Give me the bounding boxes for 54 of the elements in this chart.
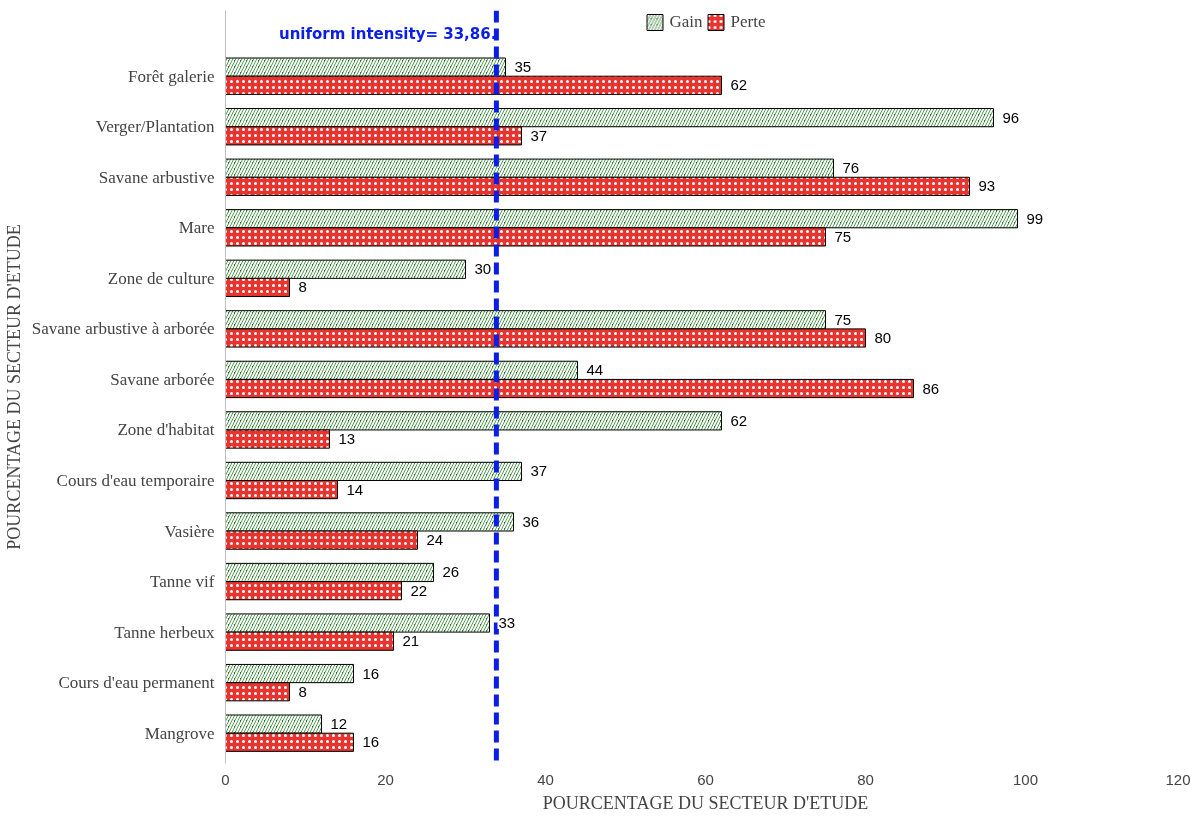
x-tick-label: 20 bbox=[377, 770, 394, 788]
data-label: 33 bbox=[498, 614, 516, 632]
data-label: 26 bbox=[442, 563, 460, 581]
data-label: 13 bbox=[338, 430, 356, 448]
y-tick-label: Savane arborée bbox=[110, 369, 215, 389]
data-label: 30 bbox=[474, 260, 492, 278]
data-label: 8 bbox=[298, 682, 307, 700]
ref-line-label: uniform intensity= 33,86. bbox=[279, 25, 497, 44]
y-tick-label: Mangrove bbox=[144, 723, 215, 743]
y-tick-label: Cours d'eau permanent bbox=[58, 673, 215, 693]
data-label: 14 bbox=[346, 480, 364, 498]
legend-label: Perte bbox=[730, 12, 766, 32]
y-tick-label: Vasière bbox=[164, 521, 215, 541]
x-tick-label: 0 bbox=[221, 770, 230, 788]
data-label: 8 bbox=[298, 278, 307, 296]
data-label: 37 bbox=[530, 126, 548, 144]
data-label: 44 bbox=[586, 361, 604, 379]
y-tick-label: Savane arbustive bbox=[98, 167, 215, 187]
data-label: 21 bbox=[402, 632, 420, 650]
data-label: 22 bbox=[410, 581, 428, 599]
data-label: 35 bbox=[514, 58, 532, 76]
y-tick-label: Verger/Plantation bbox=[95, 117, 215, 137]
y-tick-label: Tanne herbeux bbox=[114, 622, 215, 642]
data-label: 75 bbox=[834, 227, 852, 245]
y-axis-title: POURCENTAGE DU SECTEUR D'ETUDE bbox=[3, 224, 24, 550]
y-tick-label: Tanne vif bbox=[150, 572, 215, 592]
y-tick-label: Zone de culture bbox=[107, 268, 215, 288]
y-tick-label: Savane arbustive à arborée bbox=[31, 319, 215, 339]
y-tick-label: Zone d'habitat bbox=[117, 420, 215, 440]
data-label: 16 bbox=[362, 664, 380, 682]
data-label: 24 bbox=[426, 531, 444, 549]
x-tick-label: 120 bbox=[1165, 770, 1191, 788]
y-tick-label: Mare bbox=[178, 218, 215, 238]
y-tick-label: Forêt galerie bbox=[128, 66, 215, 86]
data-label: 96 bbox=[1002, 108, 1020, 126]
data-label: 36 bbox=[522, 512, 540, 530]
y-tick-label: Cours d'eau temporaire bbox=[56, 470, 215, 490]
data-label: 75 bbox=[834, 310, 852, 328]
x-tick-label: 80 bbox=[857, 770, 874, 788]
data-label: 86 bbox=[922, 379, 940, 397]
data-label: 99 bbox=[1026, 209, 1044, 227]
x-tick-label: 100 bbox=[1012, 770, 1039, 788]
data-label: 80 bbox=[874, 328, 892, 346]
data-label: 62 bbox=[730, 76, 748, 94]
x-tick-label: 60 bbox=[697, 770, 714, 788]
x-axis-title: POURCENTAGE DU SECTEUR D'ETUDE bbox=[542, 792, 869, 813]
legend-label: Gain bbox=[669, 12, 703, 32]
x-tick-label: 40 bbox=[537, 770, 554, 788]
data-label: 93 bbox=[978, 177, 996, 195]
data-label: 76 bbox=[842, 159, 860, 177]
data-label: 37 bbox=[530, 462, 548, 480]
data-label: 62 bbox=[730, 411, 748, 429]
data-label: 12 bbox=[330, 715, 348, 733]
data-label: 16 bbox=[362, 733, 380, 751]
